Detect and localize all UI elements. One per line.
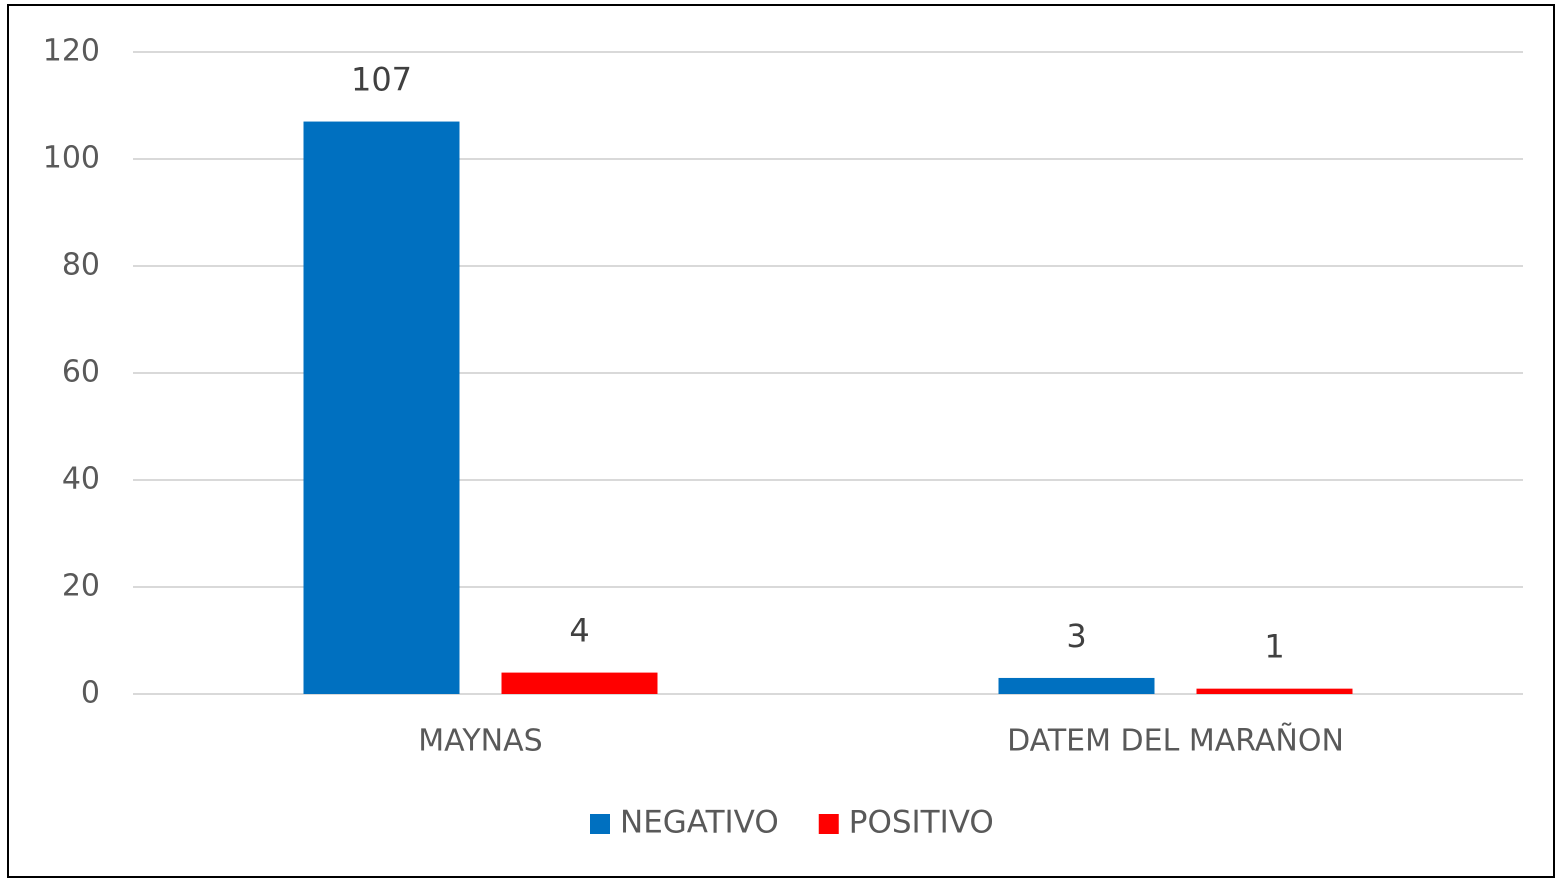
x-tick-label: MAYNAS bbox=[418, 724, 542, 759]
bar bbox=[303, 121, 460, 695]
bar bbox=[998, 677, 1155, 694]
x-tick-label: DATEM DEL MARAÑON bbox=[1007, 723, 1344, 759]
y-tick-label: 40 bbox=[62, 462, 100, 497]
data-label: 1 bbox=[1264, 628, 1284, 666]
data-label: 4 bbox=[569, 612, 589, 650]
y-tick-label: 120 bbox=[43, 34, 100, 69]
y-tick-label: 100 bbox=[43, 141, 100, 176]
y-tick-label: 20 bbox=[62, 569, 100, 604]
legend-label: NEGATIVO bbox=[620, 805, 779, 841]
y-tick-label: 60 bbox=[62, 355, 100, 390]
data-label: 3 bbox=[1066, 617, 1086, 655]
bar bbox=[501, 672, 658, 694]
chart-border bbox=[7, 4, 1555, 878]
legend-swatch bbox=[590, 814, 610, 834]
legend-label: POSITIVO bbox=[849, 805, 994, 841]
legend-swatch bbox=[818, 814, 839, 834]
y-tick-label: 0 bbox=[81, 676, 100, 711]
bar bbox=[1196, 688, 1353, 694]
data-label: 107 bbox=[351, 61, 412, 99]
y-tick-label: 80 bbox=[62, 248, 100, 283]
